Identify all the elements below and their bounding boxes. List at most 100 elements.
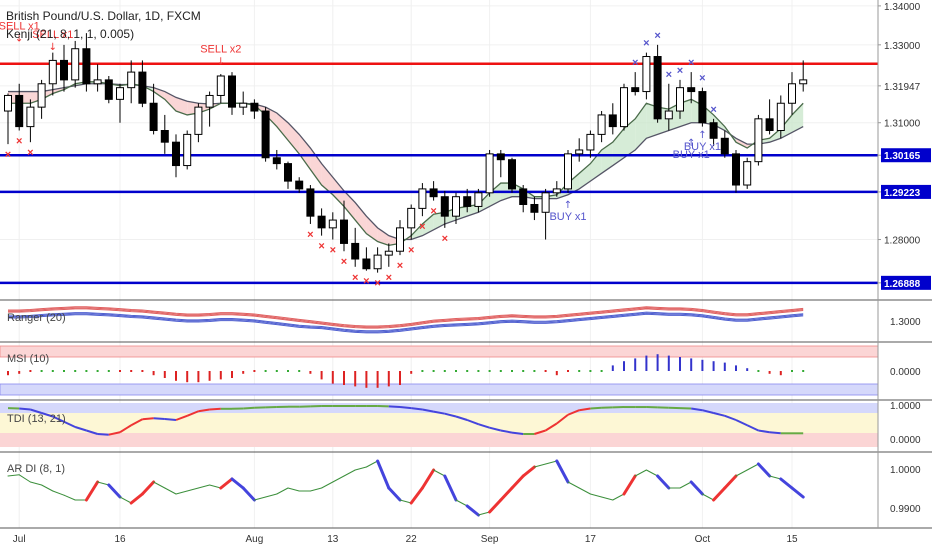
ardi-segment [365, 460, 379, 468]
ardi-segment [186, 487, 199, 492]
ardi-segment [499, 486, 514, 502]
tdi-segment [86, 429, 98, 435]
tdi-segment [209, 407, 221, 411]
signal-label-buy: BUY x1 [684, 141, 721, 153]
msi-dot [29, 370, 32, 372]
tdi-upper-band [0, 403, 878, 413]
price-tick-label: 1.31000 [884, 119, 921, 130]
ardi-segment [533, 463, 547, 468]
sell-marker: × [397, 260, 403, 272]
tdi-segment [388, 405, 401, 409]
kenji-cloud-segment [780, 114, 792, 139]
msi-dot [51, 370, 54, 372]
kenji-cloud-segment [310, 148, 322, 186]
kenji-cloud-segment [736, 138, 748, 149]
ardi-segment [477, 511, 491, 516]
candle-bear [340, 219, 348, 244]
ardi-segment [433, 469, 446, 477]
signal-label-sell: SELL x1 [32, 29, 73, 41]
ardi-segment [756, 462, 772, 478]
signal-arrow-sell: ↓ [217, 57, 225, 68]
tdi-segment [579, 407, 591, 412]
sell-marker: × [363, 276, 369, 288]
candle-bull [620, 87, 628, 128]
sell-marker: × [27, 147, 33, 159]
ardi-segment [679, 481, 692, 489]
msi-dot [567, 370, 569, 372]
candle-bull [642, 56, 651, 93]
candle-bull [597, 114, 606, 135]
sell-marker: × [5, 149, 11, 161]
candle-bull [183, 133, 192, 167]
candle-bull [485, 153, 494, 194]
ardi-segment [29, 481, 43, 486]
ardi-segment [230, 477, 245, 490]
ardi-label: AR DI (8, 1) [7, 463, 66, 475]
kenji-cloud-segment [713, 114, 725, 131]
ardi-segment [309, 487, 323, 492]
candle-bull [239, 102, 248, 108]
msi-dot [96, 370, 99, 372]
candle-bear [732, 153, 740, 186]
candle-bear [295, 180, 304, 190]
ardi-segment [656, 474, 671, 490]
msi-dot [253, 370, 256, 372]
candle-bull [418, 188, 427, 209]
msi-label: MSI (10) [7, 353, 50, 365]
msi-dot [74, 370, 77, 372]
candle-bear [172, 141, 180, 167]
tdi-segment [63, 420, 76, 428]
kenji-cloud-segment [276, 112, 288, 141]
ardi-segment [287, 487, 300, 492]
ardi-segment [119, 496, 132, 504]
ardi-segment [18, 474, 31, 483]
x-tick-label: 16 [114, 534, 126, 545]
ardi-segment [63, 494, 76, 501]
ranger-lower-line [8, 313, 804, 334]
ardi-segment [645, 469, 659, 477]
level-tag [881, 148, 931, 163]
ardi-segment [769, 475, 782, 480]
msi-dot [443, 370, 446, 372]
ardi-segment [567, 481, 580, 489]
ardi-segment [209, 484, 222, 489]
msi-dot [298, 370, 301, 372]
tdi-segment [399, 406, 412, 410]
ardi-segment [399, 499, 412, 504]
tdi-segment [455, 415, 468, 421]
kenji-cloud-segment [590, 149, 602, 182]
signal-label-buy: BUY x1 [549, 211, 586, 223]
tdi-segment [702, 409, 714, 414]
msi-dot [544, 370, 547, 372]
kenji-cloud-segment [422, 214, 434, 236]
price-tick-label: 1.28000 [884, 236, 921, 247]
buy-marker: × [677, 65, 683, 77]
msi-dot [119, 370, 121, 372]
candle-bull [664, 110, 673, 120]
ardi-segment [735, 469, 748, 477]
tdi-segment [478, 423, 490, 429]
x-tick-label: Aug [246, 534, 264, 545]
msi-dot [802, 370, 805, 372]
tdi-segment [243, 406, 255, 410]
tdi-lower-band [0, 433, 878, 447]
candle-bull [216, 75, 225, 96]
msi-dot [141, 370, 144, 372]
candle-bull [575, 149, 584, 155]
kenji-cloud-segment [377, 227, 389, 246]
ranger-lower-line [8, 311, 804, 332]
chart-title: British Pound/U.S. Dollar, 1D, FXCM [6, 9, 201, 23]
tdi-segment [130, 418, 143, 427]
candle-bear [608, 114, 617, 128]
tdi-segment [422, 408, 434, 413]
tdi-segment [142, 417, 154, 421]
ardi-segment [545, 460, 558, 465]
ardi-segment [332, 475, 345, 483]
price-tick-label: 1.34000 [884, 2, 921, 13]
candle-bear [60, 59, 68, 81]
tdi-tick-label: 0.0000 [890, 435, 921, 446]
ranger-tick-label: 1.3000 [890, 317, 921, 328]
ardi-segment [701, 493, 715, 501]
candle-bull [788, 83, 796, 104]
